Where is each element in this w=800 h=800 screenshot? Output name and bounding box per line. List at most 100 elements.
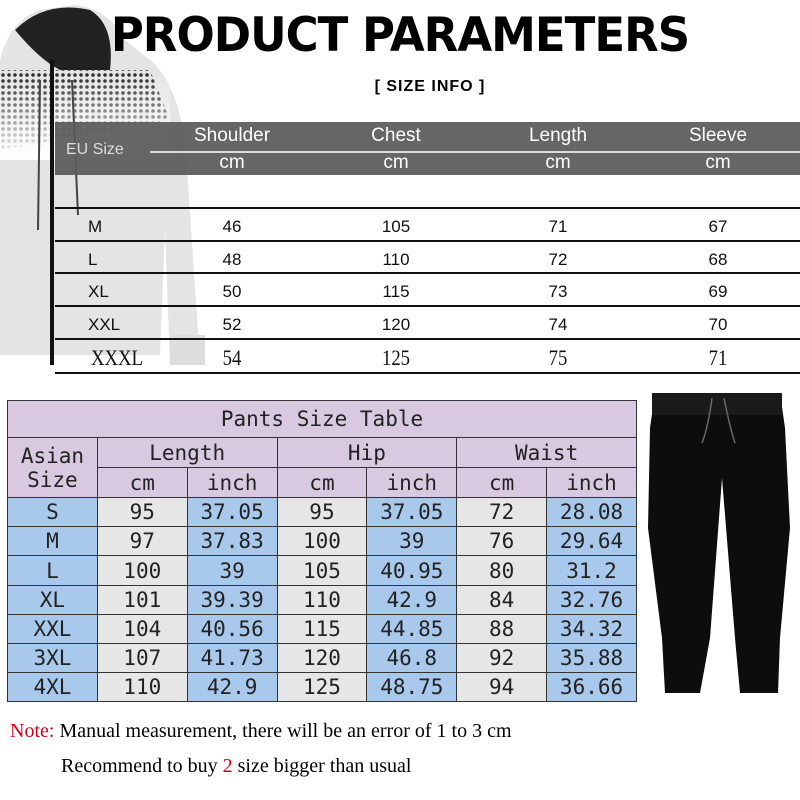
measurement-cell: 52	[222, 315, 242, 334]
unit-header: inch	[186, 467, 278, 499]
measurement-cell: 37.05	[366, 497, 458, 528]
measurement-cell: 101	[96, 584, 188, 615]
measurement-cell: 72	[456, 497, 548, 528]
title-row: Pants Size Table	[7, 399, 637, 439]
measurement-cell: 36.66	[546, 671, 637, 703]
size-label: M	[88, 217, 103, 236]
unit-header: cm	[96, 467, 188, 499]
measurement-cell: 39	[186, 555, 278, 586]
size-label: S	[7, 497, 98, 528]
measurement-cell: 95	[276, 497, 368, 528]
size-label: XXXL	[91, 345, 143, 370]
measurement-cell: 42.9	[186, 671, 278, 703]
column-header: Shoulder	[193, 125, 271, 146]
group-header: Length	[96, 437, 278, 469]
top-table-header	[55, 122, 800, 175]
measurement-cell: 105	[381, 217, 411, 236]
measurement-cell: 50	[222, 282, 242, 301]
unit-header: inch	[546, 467, 637, 499]
measurement-cell: 80	[456, 555, 548, 586]
note-recommend: Recommend to buy	[61, 755, 223, 777]
unit-header: inch	[366, 467, 458, 499]
measurement-cell: 42.9	[366, 584, 458, 615]
table-row: 3XL 107 41.73 120 46.8 92 35.88	[7, 642, 637, 673]
measurement-cell: 29.64	[546, 526, 637, 557]
measurement-cell: 28.08	[546, 497, 637, 528]
size-label: XXL	[7, 613, 98, 644]
measurement-cell: 39	[366, 526, 458, 557]
measurement-cell: 110	[382, 250, 410, 269]
measurement-cell: 100	[276, 526, 368, 557]
measurement-cell: 40.95	[366, 555, 458, 586]
measurement-cell: 41.73	[186, 642, 278, 673]
column-unit: cm	[545, 152, 571, 173]
subtitle: [ SIZE INFO ]	[374, 78, 486, 95]
measurement-cell: 94	[456, 671, 548, 703]
measurement-cell: 120	[381, 315, 411, 334]
unit-header: cm	[456, 467, 548, 499]
measurement-cell: 70	[708, 315, 728, 334]
column-unit: cm	[705, 152, 731, 173]
note-label: Note:	[10, 720, 55, 742]
column-header: Sleeve	[688, 125, 748, 146]
unit-header-row: cm inch cm inch cm inch	[8, 467, 637, 499]
measurement-cell: 34.32	[546, 613, 637, 644]
pants-size-table: Pants Size Table Asian Size Length Hip Waist c…	[7, 399, 637, 703]
measurement-cell: 120	[276, 642, 368, 673]
table-row: S 95 37.05 95 37.05 72 28.08	[7, 497, 637, 528]
measurement-cell: 44.85	[366, 613, 458, 644]
size-label: 4XL	[7, 671, 98, 703]
page-title: PRODUCT PARAMETERS	[110, 6, 690, 63]
size-label: 3XL	[7, 642, 98, 673]
measurement-cell: 100	[96, 555, 188, 586]
table-row: 4XL 110 42.9 125 48.75 94 36.66	[7, 671, 637, 703]
column-unit: cm	[219, 152, 245, 173]
row-divider	[55, 338, 800, 340]
column-unit: cm	[383, 152, 409, 173]
measurement-cell: 68	[708, 250, 728, 269]
row-divider	[55, 207, 800, 209]
measurement-cell: 75	[548, 345, 568, 370]
note-line-2: Recommend to buy 2 size bigger than usua…	[61, 755, 411, 778]
measurement-cell: 48	[222, 250, 242, 269]
table-row: XXL 104 40.56 115 44.85 88 34.32	[7, 613, 637, 644]
size-label: XL	[7, 584, 98, 615]
note-text: Manual measurement, there will be an err…	[54, 720, 512, 742]
size-header-line: Size	[27, 467, 78, 492]
column-header: Chest	[371, 125, 421, 146]
measurement-cell: 88	[456, 613, 548, 644]
table-row: M 97 37.83 100 39 76 29.64	[7, 526, 637, 557]
row-divider	[55, 272, 800, 274]
measurement-cell: 104	[96, 613, 188, 644]
row-divider	[55, 240, 800, 242]
row-divider	[55, 305, 800, 307]
measurement-cell: 37.83	[186, 526, 278, 557]
group-header-row: Asian Size Length Hip Waist	[7, 437, 637, 499]
measurement-cell: 125	[381, 345, 411, 370]
size-label: XXL	[88, 315, 121, 334]
size-label: L	[88, 250, 98, 269]
pants-table-title: Pants Size Table	[7, 399, 637, 439]
measurement-cell: 48.75	[366, 671, 458, 703]
size-label: XL	[88, 282, 109, 301]
measurement-cell: 37.05	[186, 497, 278, 528]
measurement-cell: 54	[222, 345, 242, 370]
measurement-cell: 115	[382, 282, 410, 301]
measurement-cell: 46	[222, 217, 242, 236]
measurement-cell: 72	[548, 250, 568, 269]
measurement-cell: 76	[456, 526, 548, 557]
size-label: L	[7, 555, 98, 586]
table-row: XL 101 39.39 110 42.9 84 32.76	[7, 584, 637, 615]
measurement-cell: 71	[708, 345, 728, 370]
measurement-cell: 110	[276, 584, 368, 615]
measurement-cell: 107	[96, 642, 188, 673]
table-row: L 100 39 105 40.95 80 31.2	[7, 555, 637, 586]
size-label: M	[7, 526, 98, 557]
column-header: Length	[528, 125, 588, 146]
measurement-cell: 73	[548, 282, 568, 301]
measurement-cell: 31.2	[546, 555, 637, 586]
measurement-cell: 32.76	[546, 584, 637, 615]
group-header: Hip	[276, 437, 458, 469]
measurement-cell: 84	[456, 584, 548, 615]
measurement-cell: 95	[96, 497, 188, 528]
